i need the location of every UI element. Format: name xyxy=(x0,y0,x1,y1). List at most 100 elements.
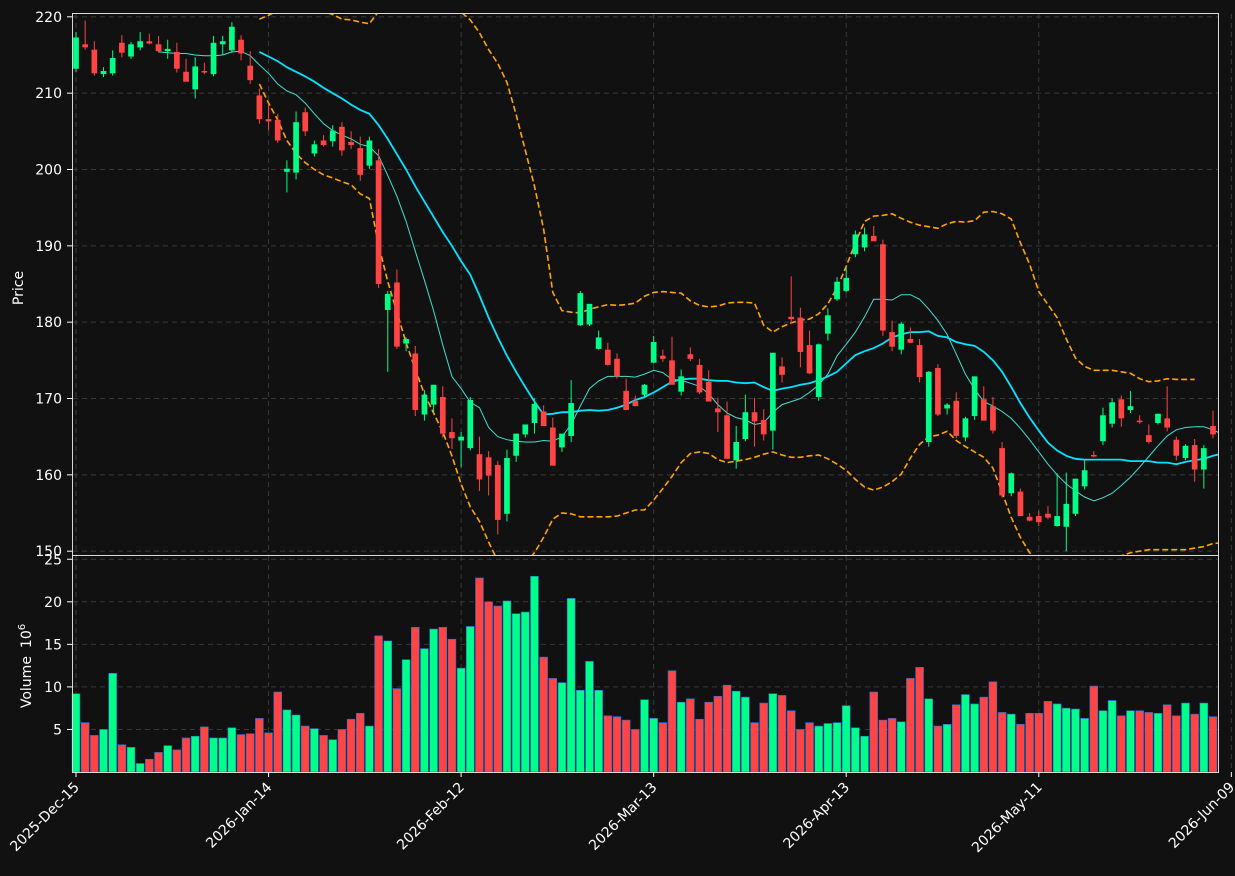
volume-bar xyxy=(511,613,521,773)
volume-bar xyxy=(621,719,631,773)
volume-bar xyxy=(851,727,860,773)
volume-bar xyxy=(200,726,209,773)
candle-body xyxy=(843,277,850,291)
volume-bar xyxy=(337,729,347,773)
candle-body xyxy=(1145,435,1152,443)
candle-body xyxy=(742,412,749,439)
candle-body xyxy=(1090,454,1097,457)
volume-bar xyxy=(1007,713,1016,773)
candle-body xyxy=(1109,402,1115,424)
volume-bar xyxy=(1025,712,1034,773)
candle-body xyxy=(1173,439,1180,456)
candle-body xyxy=(999,448,1005,496)
volume-bar xyxy=(190,735,200,773)
candle-body xyxy=(201,71,208,73)
volume-bar xyxy=(667,670,677,773)
candle-body xyxy=(870,235,877,242)
volume-bar xyxy=(823,723,833,773)
volume-bar xyxy=(576,690,585,773)
volume-bar xyxy=(878,719,888,773)
candle-body xyxy=(311,144,318,154)
volume-bar xyxy=(172,749,182,773)
candle-body xyxy=(852,234,859,255)
candle-body xyxy=(458,436,464,441)
volume-bar xyxy=(383,640,393,773)
candle-body xyxy=(109,58,116,74)
bollinger-bands xyxy=(258,14,1218,555)
volume-bar xyxy=(603,715,613,773)
volume-bar xyxy=(896,721,906,773)
candle-body xyxy=(898,323,905,350)
candle-body xyxy=(1054,516,1060,526)
candle-body xyxy=(962,418,969,438)
candle-body xyxy=(604,349,611,365)
volume-bar xyxy=(493,605,503,773)
candle-body xyxy=(430,384,437,405)
volume-bar xyxy=(979,696,989,773)
volume-bar xyxy=(1089,685,1099,773)
candle-body xyxy=(916,345,923,378)
candle-body xyxy=(1026,516,1033,521)
upper-band-line xyxy=(259,14,1195,383)
candle-body xyxy=(568,403,574,436)
price-axis-ticks: 150 160 170 180 190 200 210 220 xyxy=(35,10,72,560)
volume-bar xyxy=(117,744,127,773)
candle-body xyxy=(274,119,281,141)
volume-bar xyxy=(1016,724,1025,773)
volume-bar xyxy=(686,698,695,773)
volume-tick-label: 5 xyxy=(53,722,62,738)
volume-bar xyxy=(759,702,768,773)
volume-bar xyxy=(99,729,108,773)
candle-body xyxy=(513,433,519,456)
volume-bar xyxy=(952,704,961,773)
volume-bar xyxy=(887,718,897,773)
candle-body xyxy=(476,454,483,480)
volume-bar xyxy=(264,732,273,773)
candle-body xyxy=(329,130,336,142)
price-tick-label: 170 xyxy=(35,392,62,408)
volume-bar xyxy=(832,722,842,773)
candle-body xyxy=(540,411,547,426)
volume-bar xyxy=(1043,701,1053,773)
candle-body xyxy=(678,376,685,392)
candle-body xyxy=(1164,418,1170,428)
volume-bar xyxy=(869,691,878,773)
candle-body xyxy=(797,317,804,352)
candle-body xyxy=(861,234,868,248)
candle-body xyxy=(128,44,134,57)
volume-bar xyxy=(722,684,732,773)
volume-bar xyxy=(126,747,136,773)
candle-body xyxy=(925,371,932,443)
candle-body xyxy=(192,66,199,90)
volume-tick-label: 25 xyxy=(44,552,62,568)
candle-body xyxy=(357,148,364,175)
candle-body xyxy=(100,71,107,75)
candle-body xyxy=(825,315,831,334)
candle-body xyxy=(1118,399,1125,419)
volume-bar xyxy=(640,699,649,773)
volume-bar xyxy=(1117,715,1126,773)
volume-bar xyxy=(300,725,310,773)
candle-body xyxy=(174,51,180,69)
candle-body xyxy=(421,394,428,415)
candle-body xyxy=(1182,445,1189,459)
volume-bar xyxy=(786,710,796,773)
volume-bar xyxy=(566,598,576,773)
volume-bar xyxy=(557,682,567,773)
candle-body xyxy=(522,424,529,435)
volume-bar xyxy=(860,735,869,773)
candle-body xyxy=(669,360,675,385)
volume-bar xyxy=(1190,713,1199,773)
candle-body xyxy=(724,415,730,459)
volume-bar xyxy=(649,718,658,773)
candle-body xyxy=(907,338,914,343)
candle-body xyxy=(1127,406,1134,410)
candle-body xyxy=(705,381,712,402)
volume-tick-label: 20 xyxy=(44,595,62,611)
volume-bar xyxy=(245,733,255,773)
price-tick-label: 150 xyxy=(35,544,62,560)
volume-bar xyxy=(392,688,402,773)
volume-bar xyxy=(108,672,117,773)
candle-body xyxy=(880,244,886,331)
candle-body xyxy=(504,458,510,514)
